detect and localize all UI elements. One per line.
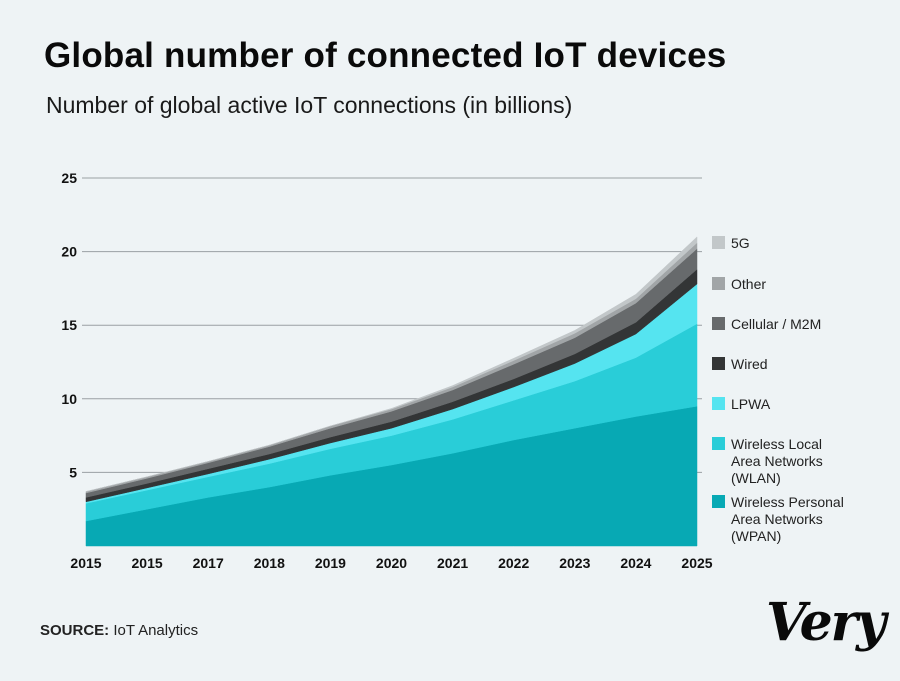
x-tick-label: 2020 (376, 555, 407, 571)
legend-swatch (712, 277, 725, 290)
legend-swatch (712, 437, 725, 450)
chart-subtitle: Number of global active IoT connections … (46, 92, 573, 118)
x-axis: 2015 2015 2017 2018 2019 2020 2021 2022 2023 2024… (70, 555, 712, 571)
y-tick-label: 25 (61, 170, 77, 186)
y-tick-label: 5 (69, 464, 77, 480)
y-tick-label: 10 (61, 391, 77, 407)
legend-swatch (712, 357, 725, 370)
x-tick-label: 2015 (70, 555, 101, 571)
y-tick-label: 20 (61, 244, 77, 260)
legend-swatch (712, 317, 725, 330)
source-label: SOURCE: (40, 622, 110, 639)
very-logo: Very (766, 592, 886, 653)
x-tick-label: 2018 (254, 555, 285, 571)
x-tick-label: 2015 (132, 555, 163, 571)
x-tick-label: 2021 (437, 555, 468, 571)
legend: 5G Other Cellular / M2M Wired LPWA Wireless L… (712, 235, 844, 544)
series-area-6 (85, 236, 698, 492)
legend-label: (WLAN) (731, 470, 781, 486)
legend-label: LPWA (731, 396, 771, 412)
source-note: SOURCE: IoT Analytics (40, 622, 198, 639)
legend-label: Wired (731, 356, 768, 372)
legend-label: Cellular / M2M (731, 316, 821, 332)
y-axis: 5 10 15 20 25 (61, 170, 77, 480)
x-tick-label: 2022 (498, 555, 529, 571)
area-series (85, 236, 698, 547)
legend-label: 5G (731, 235, 750, 251)
legend-label: Other (731, 276, 766, 292)
x-tick-label: 2025 (681, 555, 712, 571)
legend-label: Area Networks (731, 511, 823, 527)
legend-swatch (712, 495, 725, 508)
x-tick-label: 2023 (559, 555, 590, 571)
x-tick-label: 2017 (193, 555, 224, 571)
x-tick-label: 2024 (620, 555, 651, 571)
source-text: IoT Analytics (113, 622, 199, 639)
legend-label: Wireless Local (731, 436, 822, 452)
legend-swatch (712, 397, 725, 410)
y-tick-label: 15 (61, 317, 77, 333)
legend-swatch (712, 236, 725, 249)
x-tick-label: 2019 (315, 555, 346, 571)
legend-label: Wireless Personal (731, 494, 844, 510)
legend-label: Area Networks (731, 453, 823, 469)
legend-label: (WPAN) (731, 528, 781, 544)
chart-title: Global number of connected IoT devices (44, 36, 727, 75)
